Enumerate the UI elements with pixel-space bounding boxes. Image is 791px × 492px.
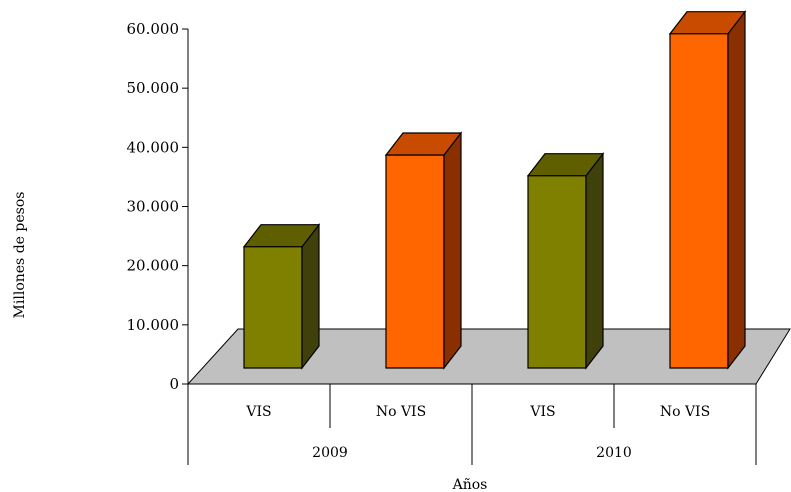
y-axis-title: Millones de pesos [12, 192, 28, 319]
chart-floor-layer [186, 328, 791, 385]
y-tick-label: 40.000 [127, 138, 180, 156]
chart-floor [186, 328, 791, 385]
bar-top [384, 132, 463, 156]
labels-layer: 0 10.000 20.000 30.000 40.000 50.000 60.000 VIS… [127, 20, 711, 461]
y-tick-label: 20.000 [127, 257, 180, 275]
bar-top [668, 11, 747, 35]
bar-side [727, 9, 746, 370]
x-category-label: VIS [529, 404, 555, 420]
bar-top [526, 153, 605, 177]
y-tick-label: 10.000 [127, 316, 180, 334]
bars-layer [242, 9, 747, 370]
bar-top [242, 224, 321, 248]
x-group-label: 2010 [596, 445, 632, 461]
x-category-label: VIS [245, 404, 271, 420]
bar-side [443, 131, 462, 370]
x-group-label: 2009 [312, 445, 348, 461]
bar-front [243, 246, 303, 369]
x-axis-title: Años [452, 477, 488, 492]
bar-front [669, 33, 729, 369]
bar-side [301, 222, 320, 370]
bar-front [527, 175, 587, 369]
axis-layer [182, 28, 757, 465]
bar [242, 222, 321, 370]
bar-side [585, 151, 604, 370]
bar [526, 151, 605, 370]
y-tick-label: 60.000 [127, 20, 180, 38]
y-tick-label: 0 [169, 375, 179, 393]
x-category-label: No VIS [660, 404, 710, 420]
bar [668, 9, 747, 370]
y-tick-label: 30.000 [127, 198, 180, 216]
bar-front [385, 154, 445, 369]
bar [384, 131, 463, 370]
y-tick-label: 50.000 [127, 79, 180, 97]
x-category-label: No VIS [376, 404, 426, 420]
